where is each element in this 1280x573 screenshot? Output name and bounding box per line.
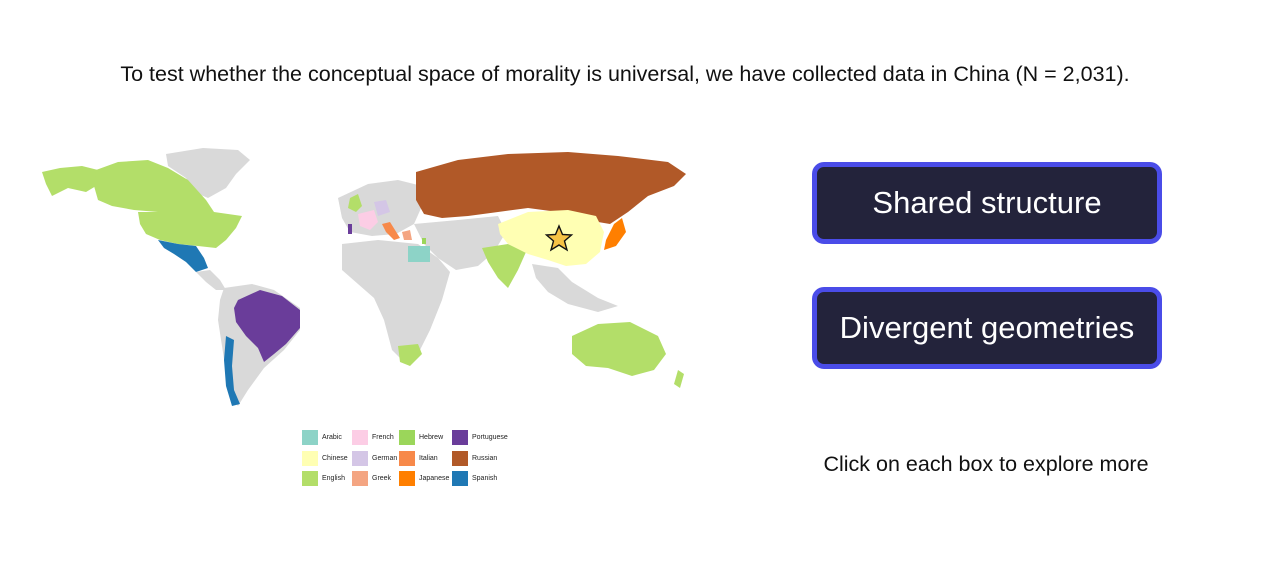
- legend-label: Chinese: [322, 455, 348, 462]
- map-region-brazil: [234, 290, 300, 362]
- legend-label: Spanish: [472, 475, 498, 482]
- map-region-france: [358, 210, 378, 230]
- legend-swatch: [352, 471, 368, 486]
- legend-item: German: [352, 451, 397, 466]
- legend-label: Italian: [419, 455, 438, 462]
- legend-item: Hebrew: [399, 430, 443, 445]
- map-legend: Arabic Chinese English French German Gre…: [302, 430, 532, 490]
- map-region-mexico: [158, 240, 208, 272]
- shared-structure-button[interactable]: Shared structure: [812, 162, 1162, 244]
- explore-hint-text: Click on each box to explore more: [823, 452, 1149, 476]
- map-region-india: [482, 244, 526, 288]
- world-map: [42, 148, 686, 406]
- legend-swatch: [399, 471, 415, 486]
- map-region-canada: [94, 160, 214, 214]
- legend-item: English: [302, 471, 345, 486]
- legend-item: Italian: [399, 451, 438, 466]
- legend-item: Japanese: [399, 471, 449, 486]
- legend-swatch: [452, 451, 468, 466]
- map-region-russia: [416, 152, 686, 224]
- legend-label: Russian: [472, 455, 498, 462]
- map-region-egypt: [408, 246, 430, 262]
- map-region-alaska: [42, 166, 98, 196]
- legend-label: Greek: [372, 475, 392, 482]
- map-region-andes: [224, 336, 240, 406]
- legend-label: Arabic: [322, 434, 342, 441]
- legend-item: Portuguese: [452, 430, 508, 445]
- divergent-geometries-button[interactable]: Divergent geometries: [812, 287, 1162, 369]
- map-region-central-america: [196, 270, 226, 290]
- map-region-italy: [382, 222, 400, 240]
- star-icon: [544, 224, 574, 252]
- legend-swatch: [399, 430, 415, 445]
- legend-label: Portuguese: [472, 434, 508, 441]
- legend-swatch: [352, 430, 368, 445]
- map-region-southeast-asia: [532, 264, 618, 312]
- legend-item: Russian: [452, 451, 497, 466]
- map-region-portugal: [348, 224, 352, 234]
- map-region-new-zealand: [674, 370, 684, 388]
- legend-label: French: [372, 434, 394, 441]
- legend-swatch: [399, 451, 415, 466]
- legend-swatch: [352, 451, 368, 466]
- legend-swatch: [302, 430, 318, 445]
- map-region-australia: [572, 322, 666, 376]
- map-region-greece: [402, 230, 412, 240]
- map-region-usa: [138, 212, 242, 248]
- legend-label: Japanese: [419, 475, 450, 482]
- map-region-japan: [604, 218, 626, 250]
- legend-swatch: [302, 471, 318, 486]
- legend-label: English: [322, 475, 345, 482]
- intro-text: To test whether the conceptual space of …: [120, 62, 1130, 86]
- map-region-israel: [422, 238, 426, 244]
- legend-item: French: [352, 430, 394, 445]
- legend-label: German: [372, 455, 398, 462]
- legend-swatch: [302, 451, 318, 466]
- map-region-south-africa: [398, 344, 422, 366]
- legend-swatch: [452, 430, 468, 445]
- map-region-uk: [348, 194, 362, 212]
- map-region-greenland: [166, 148, 250, 198]
- legend-swatch: [452, 471, 468, 486]
- legend-item: Arabic: [302, 430, 342, 445]
- legend-label: Hebrew: [419, 434, 444, 441]
- legend-item: Chinese: [302, 451, 348, 466]
- legend-item: Greek: [352, 471, 391, 486]
- legend-item: Spanish: [452, 471, 497, 486]
- map-region-germany: [374, 200, 390, 216]
- map-region-africa: [342, 240, 450, 362]
- map-region-middle-east: [414, 216, 506, 270]
